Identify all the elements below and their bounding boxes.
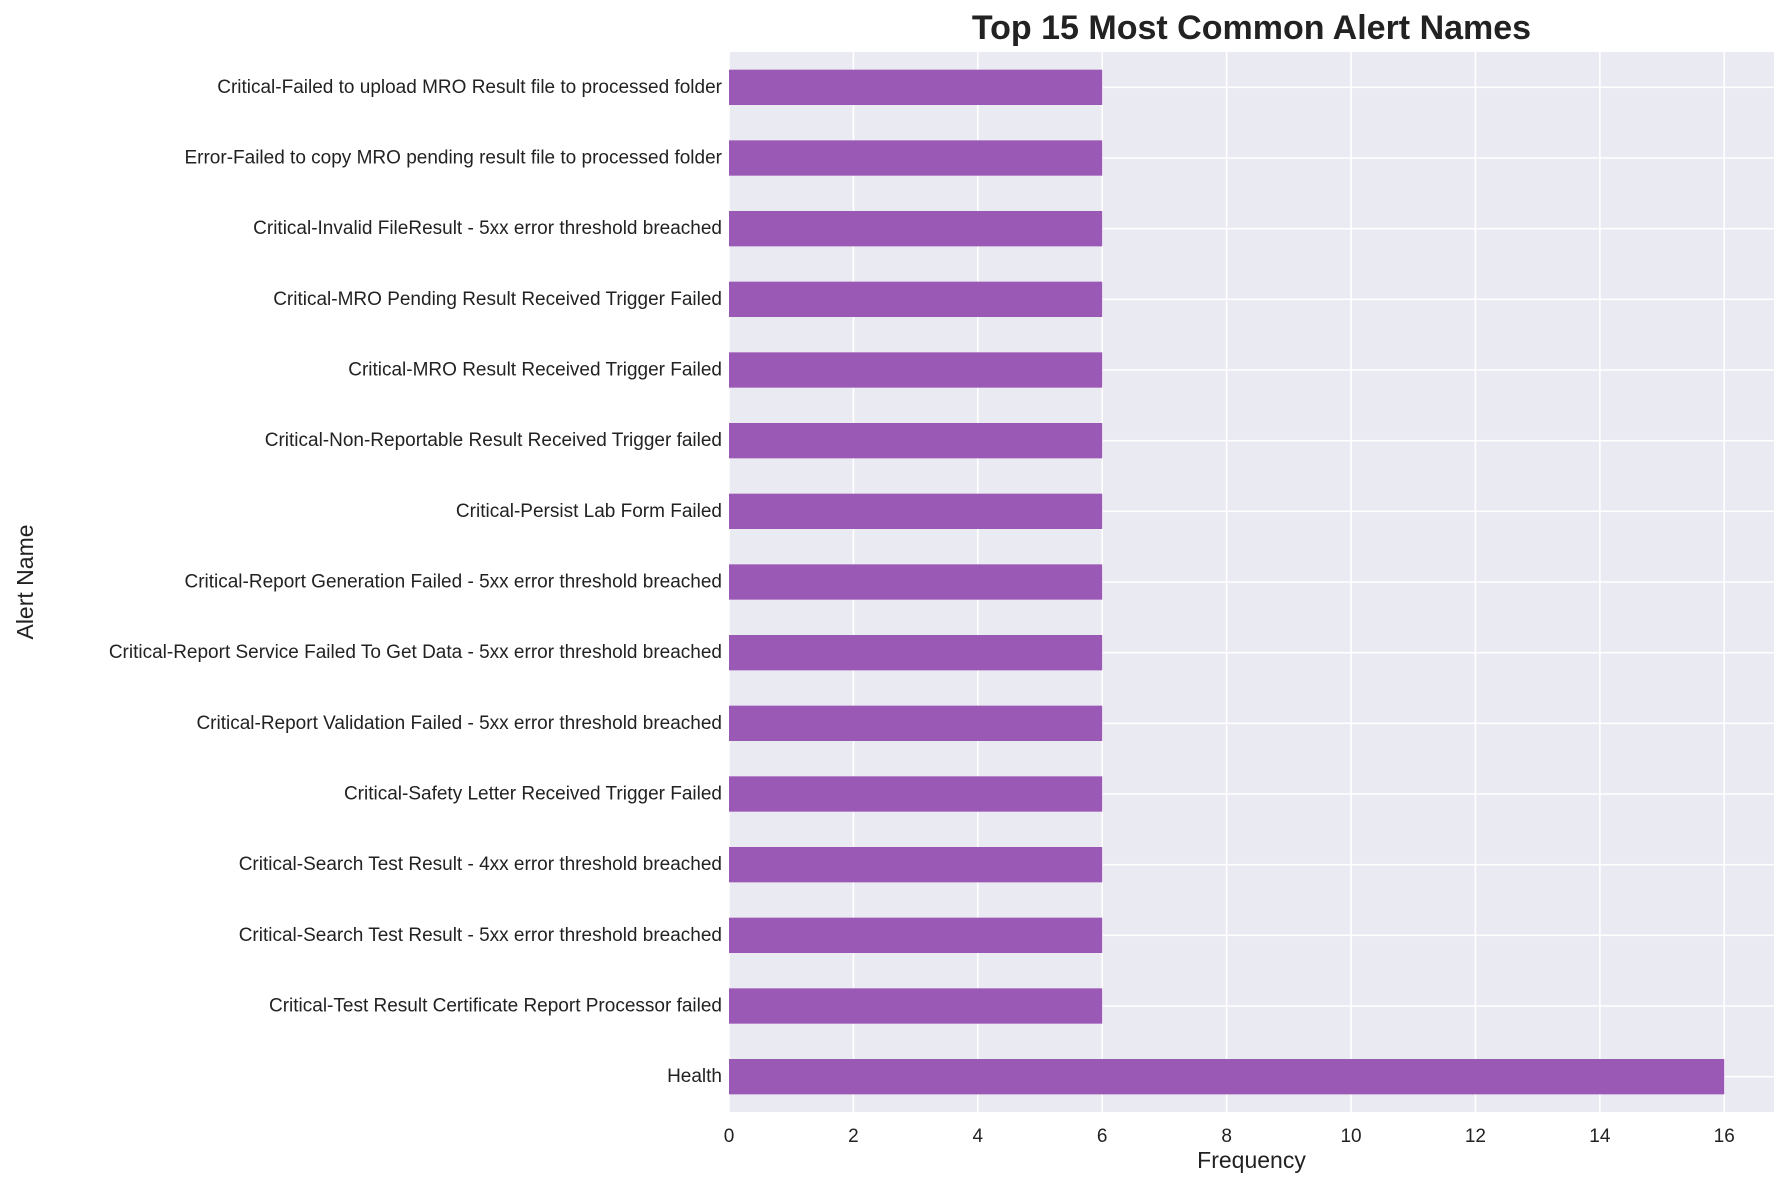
x-tick-label: 4 — [973, 1126, 984, 1147]
bar — [729, 988, 1103, 1024]
y-tick-label: Critical-MRO Pending Result Received Tri… — [273, 289, 722, 310]
y-tick-label: Critical-Search Test Result - 4xx error … — [239, 854, 722, 875]
y-tick-label: Critical-MRO Result Received Trigger Fai… — [348, 360, 722, 381]
x-tick-label: 0 — [724, 1126, 735, 1147]
y-tick-label: Critical-Failed to upload MRO Result fil… — [217, 77, 722, 98]
bar — [729, 493, 1103, 529]
y-axis-label: Alert Name — [12, 524, 38, 639]
bar — [729, 281, 1103, 317]
y-tick-label: Health — [667, 1066, 722, 1087]
bar — [729, 69, 1103, 105]
x-tick-label: 14 — [1589, 1126, 1611, 1147]
bar — [729, 1059, 1725, 1095]
y-tick-label: Critical-Report Service Failed To Get Da… — [109, 642, 722, 663]
bar — [729, 140, 1103, 176]
bar — [729, 352, 1103, 388]
bar — [729, 564, 1103, 600]
y-tick-label: Critical-Non-Reportable Result Received … — [265, 430, 722, 451]
bar — [729, 705, 1103, 741]
bar — [729, 776, 1103, 812]
y-tick-label: Critical-Report Generation Failed - 5xx … — [184, 572, 722, 593]
x-tick-label: 16 — [1714, 1126, 1735, 1147]
bars — [729, 69, 1725, 1095]
x-tick-label: 8 — [1221, 1126, 1232, 1147]
y-tick-label: Critical-Persist Lab Form Failed — [456, 501, 722, 522]
x-tick-labels: 0 2 4 6 8 10 12 14 16 — [724, 1126, 1735, 1147]
x-tick-label: 6 — [1097, 1126, 1108, 1147]
bar — [729, 423, 1103, 459]
x-tick-label: 2 — [848, 1126, 859, 1147]
y-tick-labels: Critical-Failed to upload MRO Result fil… — [109, 77, 723, 1087]
bar — [729, 635, 1103, 671]
x-tick-label: 12 — [1465, 1126, 1486, 1147]
bar — [729, 211, 1103, 247]
y-tick-label: Critical-Test Result Certificate Report … — [269, 996, 722, 1017]
y-tick-label: Critical-Report Validation Failed - 5xx … — [196, 713, 722, 734]
bar — [729, 917, 1103, 953]
x-tick-label: 10 — [1340, 1126, 1361, 1147]
chart-title: Top 15 Most Common Alert Names — [972, 9, 1531, 47]
x-axis-label: Frequency — [1197, 1147, 1306, 1173]
y-tick-label: Error-Failed to copy MRO pending result … — [184, 148, 722, 169]
y-tick-label: Critical-Search Test Result - 5xx error … — [239, 925, 722, 946]
y-tick-label: Critical-Safety Letter Received Trigger … — [344, 784, 722, 805]
y-tick-label: Critical-Invalid FileResult - 5xx error … — [253, 218, 722, 239]
bar — [729, 847, 1103, 883]
